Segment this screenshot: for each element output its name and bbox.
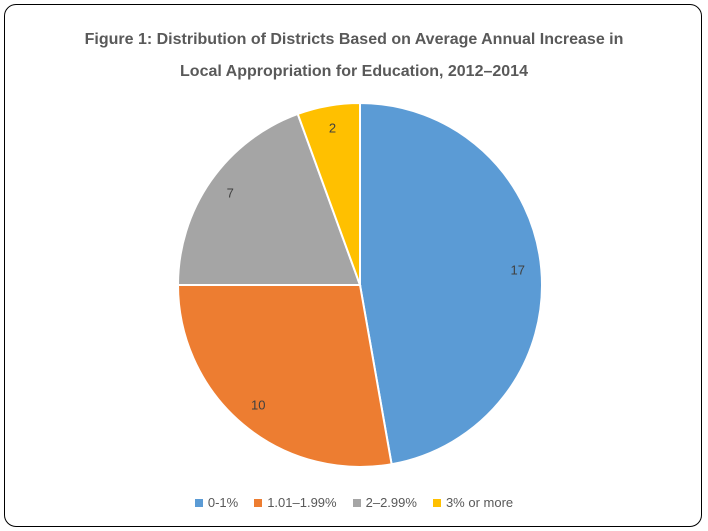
data-label: 10 [251,398,265,413]
chart-title: Figure 1: Distribution of Districts Base… [84,31,624,80]
legend-item: 0-1% [194,495,239,510]
legend-label: 2–2.99% [365,495,417,510]
legend-item: 1.01–1.99% [254,495,337,510]
data-label: 7 [227,186,234,201]
legend-swatch [254,498,263,507]
legend: 0-1% 1.01–1.99% 2–2.99% 3% or more [0,495,708,510]
pie-slice [296,101,361,286]
legend-label: 0-1% [207,495,239,510]
pie-slice [176,284,393,468]
pie-slice [176,112,362,286]
legend-swatch [432,498,441,507]
legend-label: 1.01–1.99% [267,495,337,510]
legend-label: 3% or more [445,495,514,510]
legend-item: 2–2.99% [352,495,417,510]
data-label: 17 [511,263,525,278]
legend-swatch [352,498,361,507]
chart-frame [4,4,702,527]
legend-swatch [194,498,203,507]
legend-item: 3% or more [432,495,514,510]
pie-slice [359,101,543,466]
data-label: 2 [329,121,336,136]
